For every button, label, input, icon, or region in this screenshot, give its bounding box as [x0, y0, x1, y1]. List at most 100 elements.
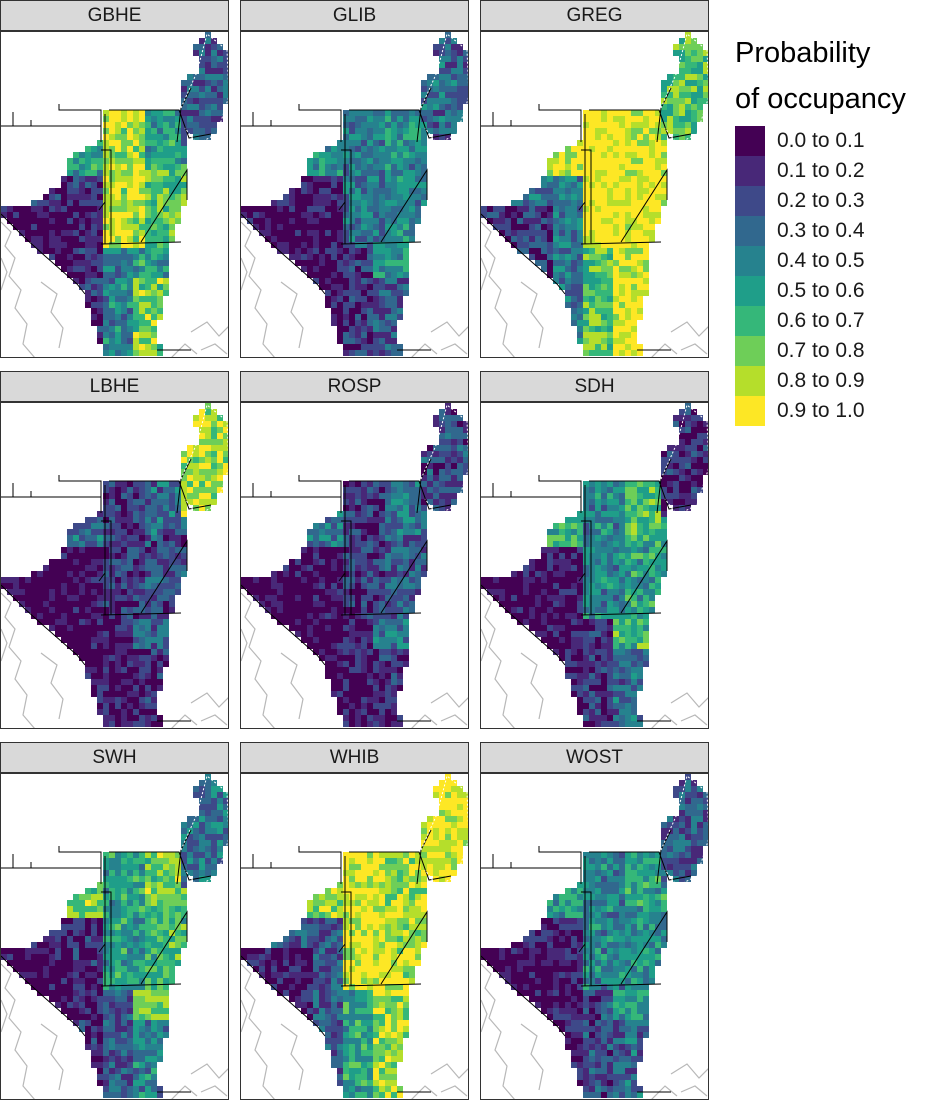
management-boundaries — [241, 458, 452, 666]
region-outline — [180, 775, 228, 887]
legend-swatch — [735, 336, 765, 366]
panel-wost: WOST — [480, 742, 709, 1100]
management-boundaries — [481, 829, 692, 1037]
coast-boundary — [397, 720, 431, 722]
occupancy-map — [480, 31, 709, 358]
map-canvas — [241, 32, 468, 357]
management-boundaries — [241, 829, 452, 1037]
coast-boundary — [157, 349, 191, 351]
legend-item: 0.0 to 0.1 — [735, 126, 925, 156]
coastline — [481, 592, 708, 728]
panel-gbhe: GBHE — [0, 0, 229, 358]
legend: Probability of occupancy 0.0 to 0.1 0.1 t… — [735, 30, 925, 430]
occupancy-map — [240, 773, 469, 1100]
map-canvas — [1, 32, 228, 357]
panel-title: WHIB — [240, 742, 469, 773]
legend-label: 0.0 to 0.1 — [777, 129, 865, 152]
region-outline — [420, 33, 468, 145]
legend-title-line2: of occupancy — [735, 83, 906, 115]
legend-swatch — [735, 216, 765, 246]
management-boundaries — [1, 87, 212, 295]
management-boundaries — [481, 87, 692, 295]
legend-label: 0.8 to 0.9 — [777, 369, 865, 392]
occupancy-map — [240, 402, 469, 729]
management-boundaries — [1, 458, 212, 666]
legend-label: 0.7 to 0.8 — [777, 339, 865, 362]
occupancy-grid — [241, 774, 468, 1098]
map-canvas — [481, 32, 708, 357]
panel-title: GREG — [480, 0, 709, 31]
legend-swatch — [735, 186, 765, 216]
panel-title: SDH — [480, 371, 709, 402]
occupancy-grid — [1, 32, 228, 356]
panel-title: ROSP — [240, 371, 469, 402]
region-outline — [180, 404, 228, 516]
management-boundaries — [241, 87, 452, 295]
occupancy-map — [480, 773, 709, 1100]
map-canvas — [1, 774, 228, 1099]
legend-swatch — [735, 306, 765, 336]
legend-item: 0.6 to 0.7 — [735, 306, 925, 336]
legend-label: 0.9 to 1.0 — [777, 399, 865, 422]
legend-item: 0.5 to 0.6 — [735, 276, 925, 306]
legend-swatch — [735, 246, 765, 276]
coastline — [241, 592, 468, 728]
coast-boundary — [637, 1091, 671, 1093]
legend-item: 0.1 to 0.2 — [735, 156, 925, 186]
coastline — [1, 221, 228, 357]
legend-swatch — [735, 366, 765, 396]
legend-item: 0.9 to 1.0 — [735, 396, 925, 426]
occupancy-grid — [481, 32, 708, 356]
coast-boundary — [157, 720, 191, 722]
legend-label: 0.2 to 0.3 — [777, 189, 865, 212]
coast-boundary — [637, 720, 671, 722]
coastline — [241, 963, 468, 1099]
legend-title-line1: Probability — [735, 37, 871, 69]
panel-title: WOST — [480, 742, 709, 773]
panel-title: SWH — [0, 742, 229, 773]
panel-whib: WHIB — [240, 742, 469, 1100]
occupancy-map — [240, 31, 469, 358]
coastline — [481, 221, 708, 357]
map-canvas — [481, 403, 708, 728]
coast-boundary — [637, 349, 671, 351]
region-outline — [660, 775, 708, 887]
legend-item: 0.3 to 0.4 — [735, 216, 925, 246]
occupancy-map — [480, 402, 709, 729]
coast-boundary — [157, 1091, 191, 1093]
panel-glib: GLIB — [240, 0, 469, 358]
occupancy-grid — [481, 403, 708, 727]
occupancy-map — [0, 402, 229, 729]
occupancy-map — [0, 31, 229, 358]
legend-label: 0.6 to 0.7 — [777, 309, 865, 332]
coast-boundary — [397, 349, 431, 351]
legend-item: 0.7 to 0.8 — [735, 336, 925, 366]
occupancy-grid — [481, 774, 708, 1098]
occupancy-grid — [1, 403, 228, 727]
management-boundaries — [1, 829, 212, 1037]
occupancy-map — [0, 773, 229, 1100]
legend-swatch — [735, 396, 765, 426]
legend-title: Probability of occupancy — [735, 30, 925, 122]
panel-rosp: ROSP — [240, 371, 469, 729]
coastline — [1, 963, 228, 1099]
region-outline — [660, 404, 708, 516]
coastline — [1, 592, 228, 728]
coast-boundary — [397, 1091, 431, 1093]
legend-label: 0.1 to 0.2 — [777, 159, 865, 182]
legend-item: 0.8 to 0.9 — [735, 366, 925, 396]
legend-item: 0.2 to 0.3 — [735, 186, 925, 216]
legend-label: 0.3 to 0.4 — [777, 219, 865, 242]
map-canvas — [1, 403, 228, 728]
panel-sdh: SDH — [480, 371, 709, 729]
region-outline — [660, 33, 708, 145]
map-canvas — [241, 774, 468, 1099]
panel-lbhe: LBHE — [0, 371, 229, 729]
legend-label: 0.5 to 0.6 — [777, 279, 865, 302]
management-boundaries — [481, 458, 692, 666]
legend-swatch — [735, 276, 765, 306]
legend-label: 0.4 to 0.5 — [777, 249, 865, 272]
legend-item: 0.4 to 0.5 — [735, 246, 925, 276]
region-outline — [420, 775, 468, 887]
map-canvas — [241, 403, 468, 728]
